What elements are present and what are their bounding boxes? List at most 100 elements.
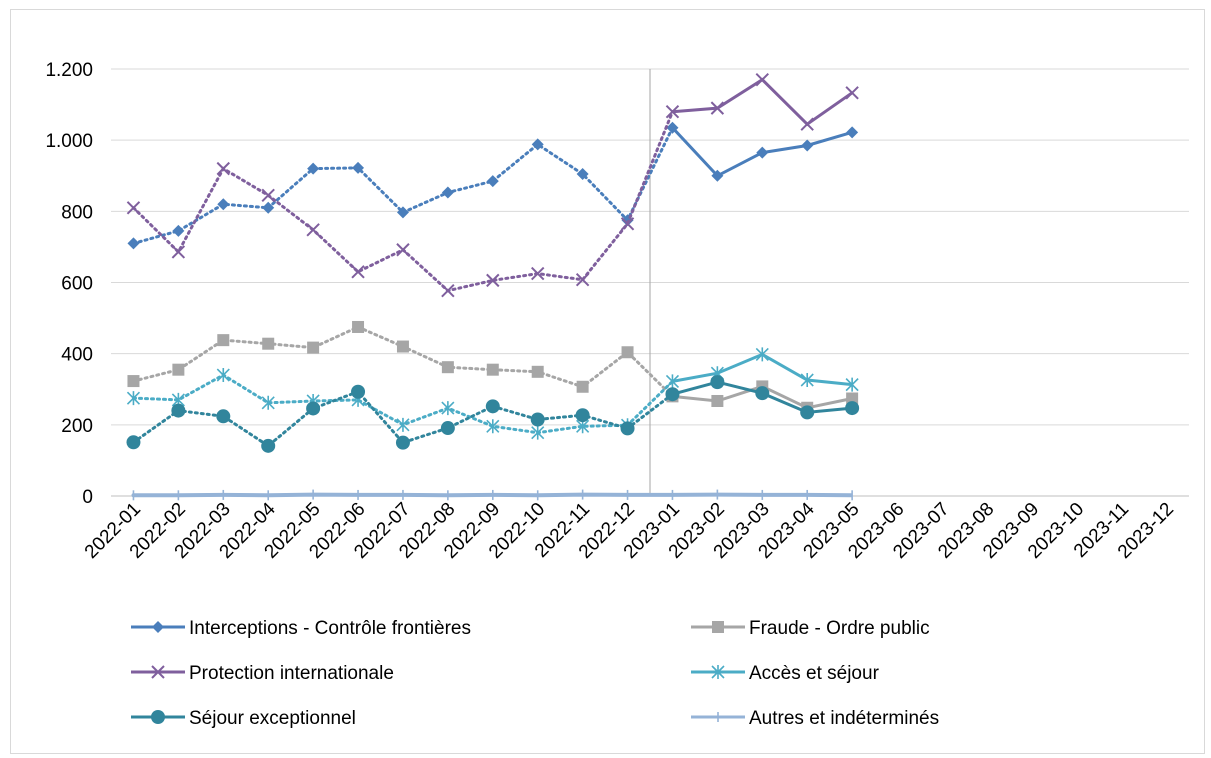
legend-marker [712,621,724,633]
data-point [217,198,230,211]
data-point [307,341,320,354]
legend-label: Protection internationale [189,663,394,684]
data-point [575,408,590,423]
data-point [441,361,454,374]
data-point [486,273,500,288]
series-group [126,72,860,501]
data-point [666,121,679,134]
data-point [485,399,500,414]
data-point [755,347,769,362]
data-point [711,394,724,407]
legend-label: Fraude - Ordre public [749,618,930,639]
data-point [307,162,320,175]
data-point [531,266,545,281]
legend: Interceptions - Contrôle frontières Fraud… [131,618,939,729]
y-tick-label: 800 [61,202,93,223]
data-point [171,403,186,418]
legend-item: Accès et séjour [691,663,880,684]
data-point [441,186,454,199]
data-point [261,438,276,453]
legend-label: Autres et indéterminés [749,708,939,729]
data-point [665,374,680,389]
data-point [845,401,860,416]
data-point [440,421,455,436]
data-point [575,272,590,287]
data-point [710,375,725,390]
data-point [352,161,365,174]
data-point [172,224,185,237]
legend-marker [711,665,725,679]
data-point [576,167,589,180]
y-tick-labels: 0 200 400 600 800 1.000 1.200 [45,60,93,508]
data-point [126,391,141,406]
y-tick-label: 0 [82,487,93,508]
data-point [217,334,230,347]
legend-item: Fraude - Ordre public [691,618,930,639]
data-point [845,86,859,100]
legend-item: Interceptions - Contrôle frontières [131,618,471,639]
y-tick-label: 200 [61,416,93,437]
series-line-dotted [132,110,674,293]
data-point [216,161,230,176]
data-point [801,139,814,152]
data-point [441,283,455,298]
legend-item: Séjour exceptionnel [131,708,356,729]
data-point [576,380,589,393]
series-4 [126,375,860,453]
data-point [396,340,409,353]
y-tick-label: 400 [61,345,93,366]
series-5 [131,489,853,501]
data-point [665,387,680,402]
data-point [846,126,859,139]
data-point [800,405,815,420]
data-point [395,435,410,450]
data-point [486,419,500,434]
series-2 [126,72,859,298]
legend-marker [152,621,164,633]
data-point [845,377,859,392]
data-point [127,237,140,250]
data-point [396,206,409,219]
data-point [216,409,231,424]
legend-label: Accès et séjour [749,663,880,684]
data-point [127,375,140,388]
data-point [755,386,770,401]
series-line-solid [672,77,853,127]
data-point [621,346,634,359]
legend-label: Interceptions - Contrôle frontières [189,618,471,639]
x-tick-labels: 2022-012022-022022-032022-042022-052022-… [81,498,1178,562]
legend-item: Protection internationale [131,663,394,684]
data-point [172,363,185,376]
data-point [396,417,410,432]
data-point [126,435,141,450]
gridlines [111,68,1189,426]
data-point [531,365,544,378]
y-tick-label: 1.000 [45,131,93,152]
y-tick-label: 600 [61,274,93,295]
data-point [262,337,275,350]
data-point [530,412,545,427]
data-point [306,223,320,237]
data-point [126,201,141,215]
data-point [441,401,455,416]
data-point [216,368,230,383]
legend-item: Autres et indéterminés [691,708,939,729]
y-tick-label: 1.200 [45,60,93,81]
legend-marker [151,710,165,724]
data-point [396,243,410,257]
data-point [755,72,769,87]
data-point [171,245,186,259]
data-point [351,384,366,399]
data-point [351,265,365,279]
data-point [352,320,365,333]
series-line-dotted [132,325,674,398]
series-0 [127,121,859,250]
data-point [800,117,814,131]
data-point [486,363,499,376]
data-point [711,169,724,182]
data-point [800,372,814,387]
data-point [262,201,275,214]
data-point [261,395,275,410]
data-point [756,146,769,159]
